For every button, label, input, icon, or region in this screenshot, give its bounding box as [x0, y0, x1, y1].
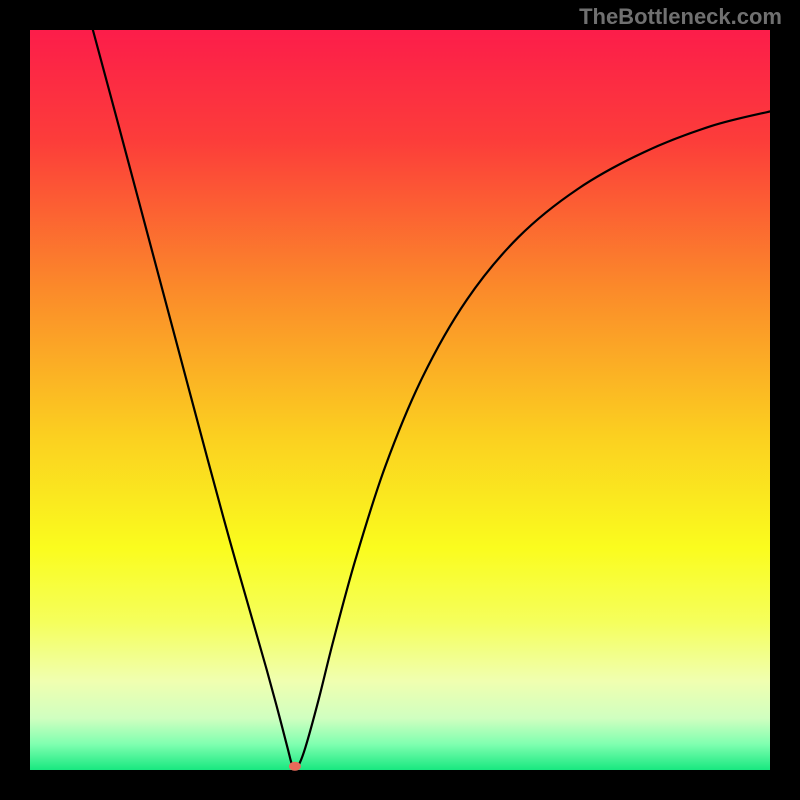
chart-container: TheBottleneck.com: [0, 0, 800, 800]
optimal-marker: [289, 762, 301, 771]
watermark-text: TheBottleneck.com: [579, 4, 782, 30]
plot-background: [30, 30, 770, 770]
bottleneck-chart: [0, 0, 800, 800]
